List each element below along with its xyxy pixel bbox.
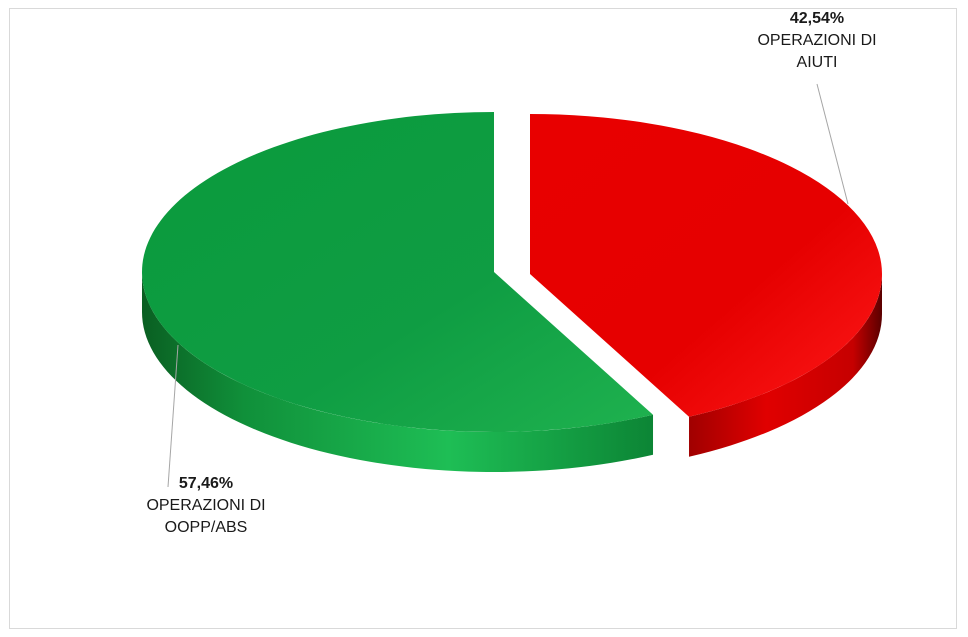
slice-side-aiuti [689, 274, 882, 457]
slice-oopp-abs [142, 112, 654, 432]
slice-side-oopp-abs [142, 272, 654, 472]
leader-line-aiuti [816, 83, 849, 205]
slice-percent-oopp-abs: 57,46% [178, 475, 234, 492]
slice-aiuti [530, 114, 883, 417]
leader-line-oopp-abs [167, 344, 179, 488]
slice-percent-aiuti: 42,54% [789, 10, 845, 27]
slice-label-aiuti: 42,54% OPERAZIONI DI AIUTI [742, 8, 892, 74]
slice-name-oopp-abs: OPERAZIONI DI OOPP/ABS [146, 497, 266, 536]
slice-label-oopp-abs: 57,46% OPERAZIONI DI OOPP/ABS [131, 473, 281, 539]
slice-name-aiuti: OPERAZIONI DI AIUTI [757, 32, 877, 71]
